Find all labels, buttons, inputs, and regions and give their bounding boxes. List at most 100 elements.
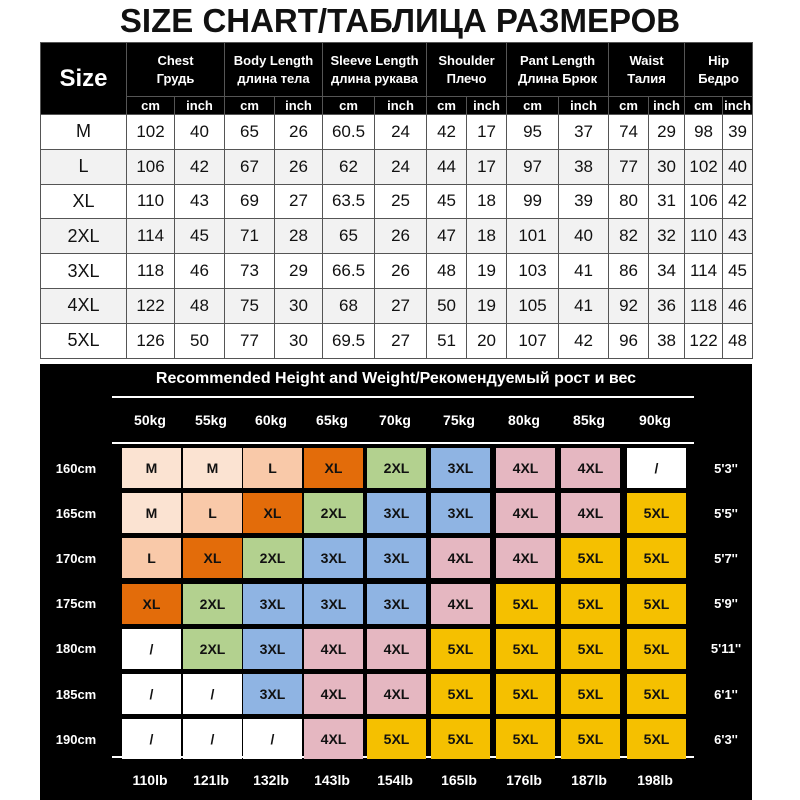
height-cm-label: 190cm [55, 731, 97, 747]
weight-kg-header: 75kg [443, 412, 475, 428]
weight-kg-header: 70kg [379, 412, 411, 428]
size-chart-table: Size Chest Грудь Body Length длина тела Sl… [40, 42, 754, 359]
measurement-cell: 43 [173, 183, 226, 220]
size-label: M [40, 114, 127, 150]
chest-ru-label: Грудь [156, 70, 195, 86]
size-cell: 5XL [431, 719, 490, 760]
size-cell: 2XL [183, 583, 242, 624]
column-header-body-length: Body Length длина тела [224, 42, 324, 97]
size-row: 4XL 122 48 75 30 68 27 50 19 105 41 92 36 118 46 [40, 287, 754, 324]
unit-label: inch [466, 96, 508, 115]
height-ft-label: 6'1'' [714, 686, 738, 702]
chest-en-label: Chest [157, 52, 194, 68]
weight-kg-header: 85kg [573, 412, 605, 428]
size-cell: XL [122, 583, 181, 624]
size-row: L 106 42 67 26 62 24 44 17 97 38 77 30 102 40 [40, 148, 754, 185]
unit-label: cm [322, 96, 376, 115]
height-cm-label: 175cm [55, 596, 97, 612]
measurement-cell: 19 [466, 253, 508, 289]
height-ft-label: 5'9'' [714, 596, 738, 612]
measurement-cell: 29 [648, 114, 686, 150]
measurement-cell: 73 [224, 253, 276, 289]
measurement-cell: 46 [173, 253, 226, 289]
measurement-cell: 67 [224, 148, 276, 185]
waist-ru-label: Талия [627, 70, 666, 86]
measurement-cell: 63.5 [322, 183, 376, 220]
size-cell: 5XL [561, 583, 620, 624]
weight-lb-footer: 143lb [314, 772, 350, 788]
column-header-hip: Hip Бедро [684, 42, 754, 97]
measurement-cell: 92 [608, 287, 650, 324]
measurement-cell: 66.5 [322, 253, 376, 289]
measurement-cell: 69 [224, 183, 276, 220]
size-cell: 5XL [496, 628, 555, 669]
size-label: 3XL [40, 253, 127, 289]
size-row: M 102 40 65 26 60.5 24 42 17 95 37 74 29 98 39 [40, 114, 754, 150]
unit-label: cm [224, 96, 276, 115]
shoulder-en-label: Shoulder [438, 52, 495, 68]
shoulder-ru-label: Плечо [446, 70, 487, 86]
unit-label: inch [558, 96, 610, 115]
size-cell: 4XL [431, 538, 490, 579]
measurement-cell: 103 [506, 253, 560, 289]
measurement-cell: 46 [722, 287, 754, 324]
weight-kg-header: 65kg [316, 412, 348, 428]
measurement-cell: 114 [684, 253, 724, 289]
column-header-sleeve-length: Sleeve Length длина рукава [322, 42, 428, 97]
measurement-cell: 77 [224, 322, 276, 359]
measurement-cell: 42 [558, 322, 610, 359]
size-cell: / [183, 674, 242, 714]
size-cell: M [122, 493, 181, 534]
unit-label: cm [684, 96, 724, 115]
unit-label: inch [173, 96, 226, 115]
measurement-cell: 39 [722, 114, 754, 150]
size-cell: 5XL [627, 719, 686, 760]
measurement-cell: 62 [322, 148, 376, 185]
size-cell: / [122, 628, 181, 669]
unit-label: inch [374, 96, 428, 115]
waist-en-label: Waist [629, 52, 664, 68]
measurement-cell: 107 [506, 322, 560, 359]
measurement-cell: 75 [224, 287, 276, 324]
measurement-cell: 77 [608, 148, 650, 185]
size-cell: / [183, 719, 242, 760]
measurement-cell: 18 [466, 183, 508, 220]
measurement-cell: 60.5 [322, 114, 376, 150]
size-cell: 3XL [243, 674, 302, 714]
size-cell: 5XL [627, 538, 686, 579]
measurement-cell: 122 [684, 322, 724, 359]
measurement-cell: 19 [466, 287, 508, 324]
measurement-cell: 41 [558, 253, 610, 289]
recommendation-title: Recommended Height and Weight/Рекомендуе… [155, 370, 637, 387]
body-length-ru-label: длина тела [237, 70, 310, 86]
size-cell: 4XL [304, 719, 363, 760]
measurement-cell: 31 [648, 183, 686, 220]
size-cell: 5XL [561, 538, 620, 579]
weight-kg-header: 55kg [195, 412, 227, 428]
measurement-cell: 114 [126, 218, 175, 255]
weight-lb-footer: 176lb [506, 772, 542, 788]
measurement-cell: 50 [426, 287, 468, 324]
height-ft-label: 5'11'' [710, 641, 742, 657]
measurement-cell: 101 [506, 218, 560, 255]
measurement-cell: 42 [722, 183, 754, 220]
pant-length-ru-label: Длина Брюк [517, 70, 598, 86]
size-label: 4XL [40, 287, 127, 324]
measurement-cell: 27 [374, 322, 428, 359]
size-cell: XL [243, 493, 302, 534]
height-cm-label: 170cm [55, 550, 97, 566]
measurement-cell: 45 [173, 218, 226, 255]
size-cell: 4XL [561, 493, 620, 534]
measurement-cell: 45 [722, 253, 754, 289]
measurement-cell: 102 [126, 114, 175, 150]
weight-kg-header: 60kg [255, 412, 287, 428]
measurement-cell: 97 [506, 148, 560, 185]
size-cell: 5XL [561, 628, 620, 669]
size-cell: 2XL [243, 538, 302, 579]
measurement-cell: 41 [558, 287, 610, 324]
height-cm-label: 180cm [55, 641, 97, 657]
size-label: L [40, 148, 127, 185]
size-cell: 4XL [496, 493, 555, 534]
measurement-cell: 40 [173, 114, 226, 150]
measurement-cell: 26 [274, 114, 324, 150]
